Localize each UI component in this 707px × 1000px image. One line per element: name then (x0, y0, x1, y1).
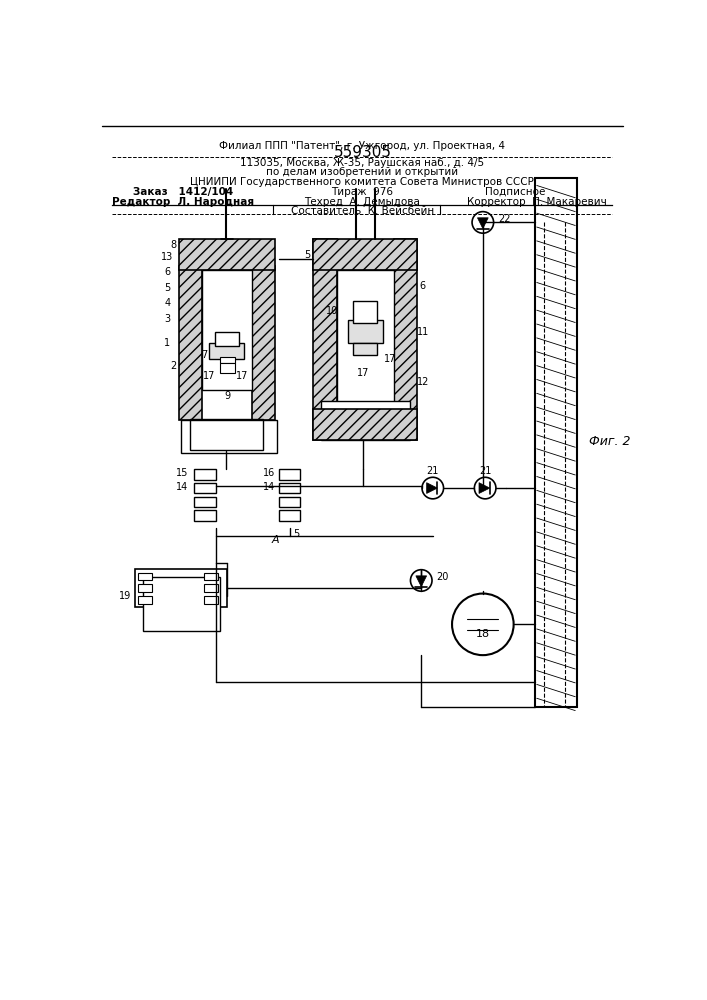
Bar (143, 577, 219, 631)
Bar (194, 469, 216, 480)
Text: 3: 3 (164, 314, 170, 324)
Bar (354, 301, 378, 323)
Bar (219, 363, 235, 373)
Bar (194, 483, 216, 493)
Bar (215, 332, 239, 346)
Text: 21: 21 (479, 466, 491, 476)
Text: 14: 14 (263, 482, 275, 492)
Text: 19: 19 (119, 591, 131, 601)
Text: 4: 4 (164, 298, 170, 308)
Bar (535, 178, 577, 707)
Bar (279, 469, 300, 480)
Polygon shape (426, 483, 438, 493)
Polygon shape (479, 483, 490, 493)
Text: 2: 2 (170, 361, 177, 371)
Text: 18: 18 (476, 629, 490, 639)
Bar (209, 343, 244, 359)
Text: 10: 10 (326, 306, 338, 316)
Text: 6: 6 (164, 267, 170, 277)
Bar (201, 270, 252, 389)
Text: 17: 17 (204, 371, 216, 381)
Text: 20: 20 (437, 572, 449, 582)
Bar (194, 510, 216, 521)
Text: 15: 15 (176, 468, 189, 478)
Text: 113035, Москва, Ж-35, Раушская наб., д. 4/5: 113035, Москва, Ж-35, Раушская наб., д. … (240, 158, 484, 168)
Text: Техред  А. Демыдова: Техред А. Демыдова (305, 197, 420, 207)
Text: Подписное: Подписное (484, 187, 545, 197)
Bar (279, 510, 300, 521)
Text: 1: 1 (164, 338, 170, 348)
Bar (204, 584, 218, 592)
Text: 17: 17 (236, 371, 249, 381)
Bar (190, 419, 264, 450)
Text: Редактор  Л. Народная: Редактор Л. Народная (112, 197, 254, 207)
Text: 22: 22 (498, 214, 510, 224)
Circle shape (422, 477, 443, 499)
Text: Фиг. 2: Фиг. 2 (589, 435, 631, 448)
Text: 5: 5 (164, 283, 170, 293)
Text: 17: 17 (356, 368, 369, 378)
Text: 17: 17 (383, 354, 396, 364)
Text: 14: 14 (177, 482, 189, 492)
Text: 9: 9 (224, 391, 230, 401)
Circle shape (474, 477, 496, 499)
Bar (313, 409, 417, 440)
Text: A: A (271, 535, 279, 545)
Bar (313, 239, 337, 440)
Bar (179, 239, 275, 270)
Text: 11: 11 (416, 327, 429, 337)
Bar (204, 573, 218, 580)
Circle shape (411, 570, 432, 591)
Text: по делам изобретений и открытий: по делам изобретений и открытий (267, 167, 458, 177)
Bar (395, 239, 417, 440)
Bar (179, 266, 201, 420)
Bar (138, 584, 152, 592)
Circle shape (472, 212, 493, 233)
Circle shape (452, 594, 514, 655)
Text: ЦНИИПИ Государственного комитета Совета Министров СССР: ЦНИИПИ Государственного комитета Совета … (190, 177, 534, 187)
Text: 12: 12 (416, 377, 429, 387)
Text: 16: 16 (263, 468, 275, 478)
Text: 8: 8 (170, 240, 176, 250)
Bar (181, 420, 277, 453)
Text: 7: 7 (201, 350, 207, 360)
Text: Составитель  К. Вейсбейн: Составитель К. Вейсбейн (291, 206, 434, 216)
Text: 21: 21 (426, 466, 439, 476)
Bar (354, 343, 378, 355)
Bar (135, 569, 227, 607)
Bar (321, 401, 409, 440)
Polygon shape (477, 218, 489, 229)
Text: Заказ   1412/104: Заказ 1412/104 (133, 187, 233, 197)
Bar (138, 573, 152, 580)
Polygon shape (416, 576, 426, 587)
Bar (138, 596, 152, 604)
Bar (194, 497, 216, 507)
Text: Корректор  П. Макаревич: Корректор П. Макаревич (467, 197, 607, 207)
Text: 559305: 559305 (334, 145, 392, 160)
Bar (348, 320, 382, 343)
Text: 6: 6 (420, 281, 426, 291)
Text: 13: 13 (161, 252, 173, 262)
Text: Тираж  976: Тираж 976 (332, 187, 393, 197)
Bar (252, 266, 275, 420)
Bar (313, 239, 417, 270)
Text: Филиал ППП "Патент", г. Ужгород, ул. Проектная, 4: Филиал ППП "Патент", г. Ужгород, ул. Про… (219, 141, 506, 151)
Bar (279, 497, 300, 507)
Bar (279, 483, 300, 493)
Bar (204, 596, 218, 604)
Bar (337, 270, 395, 405)
Text: 5: 5 (293, 529, 300, 539)
Bar (219, 357, 235, 363)
Text: 5: 5 (304, 250, 310, 260)
